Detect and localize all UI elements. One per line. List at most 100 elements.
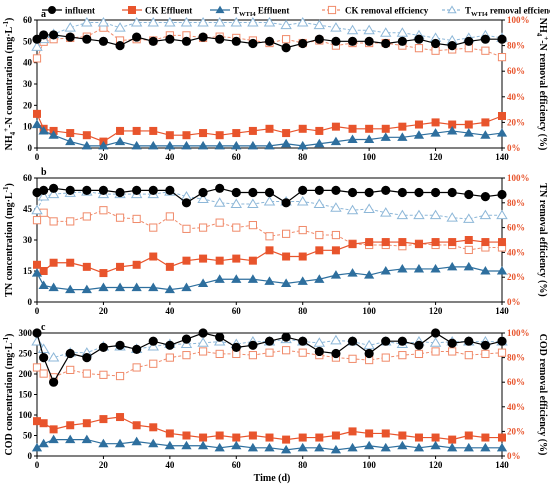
- y-tick-label: 0: [28, 451, 33, 461]
- data-point: [463, 213, 475, 223]
- panel-c: c 0 50 100 150 200 250 300 0% 20% 40% 60% 80% 100% 0 20…: [2, 322, 548, 470]
- data-point: [247, 274, 259, 283]
- data-point: [65, 434, 76, 444]
- legend-item: TWTI4 Effluent: [210, 5, 289, 18]
- data-point: [182, 351, 191, 360]
- data-point: [330, 136, 342, 146]
- data-point: [99, 415, 108, 424]
- data-point: [381, 185, 391, 195]
- data-point: [364, 270, 375, 279]
- data-point: [148, 282, 159, 292]
- y-axis-label: NH4+-N concentration (mg·L-1): [2, 18, 17, 151]
- data-point: [247, 442, 259, 452]
- y-right-tick-label: 40%: [507, 402, 525, 412]
- data-point: [431, 46, 440, 55]
- data-point: [497, 53, 507, 62]
- data-point: [81, 16, 93, 27]
- data-point: [199, 433, 208, 442]
- data-point: [380, 266, 391, 275]
- data-point: [463, 128, 474, 137]
- data-point: [298, 38, 308, 49]
- data-point: [215, 349, 224, 359]
- x-tick-label: 60: [232, 460, 242, 470]
- data-point: [165, 131, 174, 140]
- data-point: [215, 256, 224, 265]
- data-point: [98, 282, 109, 292]
- data-point: [298, 336, 308, 346]
- data-point: [132, 260, 141, 269]
- data-point: [214, 140, 225, 150]
- y-right-tick-label: 0%: [507, 451, 521, 461]
- data-point: [363, 339, 375, 350]
- data-point: [496, 128, 508, 137]
- data-point: [49, 425, 58, 434]
- data-point: [149, 252, 158, 261]
- data-point: [464, 336, 474, 346]
- data-point: [431, 118, 440, 127]
- data-point: [297, 195, 309, 206]
- x-tick-label: 0: [35, 152, 40, 162]
- y-tick-label: 200: [19, 369, 33, 379]
- data-point: [481, 46, 490, 55]
- data-point: [479, 209, 492, 220]
- panel-a: a 0 10 20 30 40 50 60 0% 20% 40% 60% 80% 100% 0 20 40 60 8…: [2, 9, 550, 162]
- y-tick-label: 50: [23, 36, 33, 46]
- data-point: [429, 209, 442, 220]
- data-point: [315, 126, 324, 135]
- data-point: [32, 34, 42, 44]
- data-point: [364, 134, 375, 144]
- x-tick-label: 40: [165, 306, 175, 316]
- y-right-tick-label: 100%: [507, 15, 530, 25]
- data-point: [181, 36, 192, 46]
- data-point: [265, 348, 274, 357]
- data-point: [298, 252, 307, 261]
- x-tick-label: 0: [35, 306, 40, 316]
- data-point: [197, 16, 209, 27]
- data-point: [363, 203, 375, 213]
- data-point: [82, 419, 91, 428]
- data-point: [148, 140, 159, 150]
- data-point: [31, 41, 43, 51]
- data-point: [231, 274, 242, 283]
- data-point: [446, 212, 458, 222]
- x-tick-label: 100: [362, 460, 376, 470]
- data-point: [348, 354, 357, 363]
- data-point: [414, 120, 423, 129]
- data-point: [197, 140, 209, 150]
- data-point: [197, 337, 209, 347]
- data-point: [313, 337, 326, 347]
- data-point: [33, 260, 42, 269]
- data-point: [280, 138, 292, 148]
- x-tick-label: 20: [99, 306, 109, 316]
- data-point: [264, 442, 275, 452]
- data-point: [430, 440, 441, 450]
- data-point: [448, 435, 457, 444]
- data-point: [396, 27, 409, 37]
- y-right-tick-label: 60%: [507, 66, 525, 76]
- data-point: [198, 32, 208, 42]
- data-point: [297, 276, 308, 285]
- data-point: [215, 34, 225, 44]
- data-point: [247, 16, 259, 27]
- data-point: [131, 282, 142, 292]
- data-point: [114, 438, 126, 448]
- data-point: [496, 209, 508, 220]
- data-point: [198, 187, 208, 198]
- data-point: [481, 349, 490, 359]
- data-point: [314, 442, 325, 452]
- data-point: [447, 261, 458, 271]
- legend-marker: [215, 5, 225, 14]
- data-point: [231, 342, 241, 352]
- legend: influent CK Effluent TWTI4 Effluent CK remo…: [42, 5, 550, 18]
- legend-item: CK Effluent: [122, 6, 192, 16]
- legend-marker: [127, 6, 136, 14]
- data-point: [280, 444, 292, 454]
- data-point: [182, 256, 191, 265]
- data-point: [131, 436, 142, 446]
- data-point: [497, 112, 506, 121]
- data-point: [314, 274, 325, 283]
- data-point: [149, 423, 158, 432]
- series-0: [32, 328, 507, 387]
- data-point: [49, 258, 58, 267]
- data-point: [263, 16, 276, 27]
